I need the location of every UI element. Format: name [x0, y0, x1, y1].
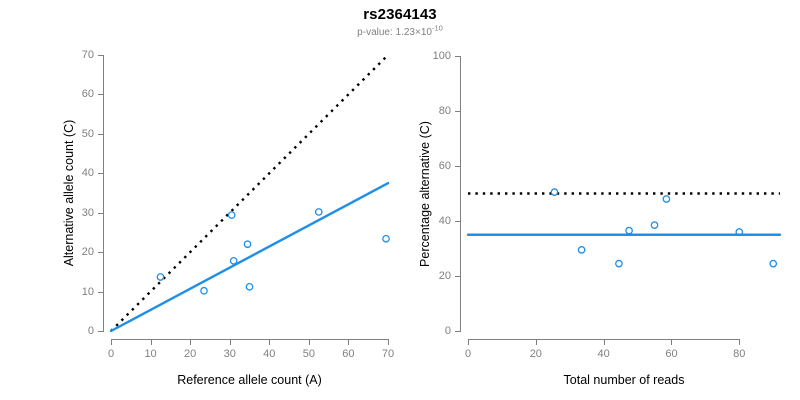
y-axis-tick [455, 276, 461, 277]
panel-left-allele-counts: 0 10 20 30 40 50 60 70 0 10 20 30 40 50 60 70 Reference … [62, 49, 395, 387]
x-axis-tick-label: 0 [464, 348, 472, 360]
y-axis-tick [455, 166, 461, 167]
x-axis-tick [348, 339, 350, 345]
x-axis-tick [269, 339, 271, 345]
x-axis-tick [671, 339, 673, 345]
subtitle-exponent: -10 [431, 23, 443, 33]
y-axis-tick [455, 56, 461, 57]
subtitle-times-symbol: × [415, 27, 421, 38]
x-axis-tick-label: 60 [342, 348, 355, 360]
y-axis-tick [98, 252, 104, 254]
x-axis-tick [150, 339, 152, 345]
x-axis-tick [190, 339, 192, 345]
y-axis-tick-label: 60 [81, 88, 94, 101]
data-point [615, 259, 623, 268]
y-axis-tick [455, 331, 461, 332]
y-axis-tick-label: 0 [444, 325, 451, 337]
y-axis-line [103, 55, 104, 331]
x-axis-tick-label: 20 [529, 348, 542, 360]
y-axis-tick-label: 100 [432, 50, 451, 62]
x-axis-tick [229, 339, 231, 345]
y-axis-tick-label: 40 [438, 215, 451, 227]
x-axis-tick [308, 339, 310, 345]
x-axis-tick [739, 339, 741, 345]
y-axis-tick-label: 30 [81, 206, 94, 219]
page-title: rs2364143 [363, 6, 437, 23]
data-point [550, 188, 559, 196]
x-axis-tick [535, 339, 537, 345]
y-axis-tick [455, 221, 461, 222]
regression-fit-line [109, 181, 390, 333]
x-axis-tick-label: 50 [302, 348, 315, 360]
x-axis-tick-label: 40 [263, 348, 276, 360]
left-plot-canvas [109, 54, 390, 333]
y-axis-tick [98, 173, 104, 175]
y-axis-tick-label: 80 [438, 105, 451, 117]
data-point [156, 273, 165, 281]
y-axis-tick-label: 0 [87, 325, 94, 337]
y-axis-tick-label: 50 [81, 127, 94, 140]
data-point [625, 226, 633, 235]
x-axis-title: Total number of reads [563, 373, 685, 387]
y-axis-tick [455, 111, 461, 112]
data-point [229, 256, 238, 265]
panel-right-percentage: 0 20 40 60 80 0 20 40 60 80 100 Total number of rea… [400, 0, 800, 400]
x-axis-tick [603, 339, 605, 345]
data-point [650, 221, 659, 229]
x-axis-tick-label: 40 [597, 348, 610, 360]
y-axis-title: Alternative allele count (C) [62, 119, 76, 267]
y-axis-tick-label: 60 [438, 160, 451, 172]
y-axis-tick-label: 70 [81, 49, 94, 61]
data-point [382, 234, 390, 243]
data-point [735, 228, 744, 236]
data-point [314, 208, 323, 216]
y-axis-tick [98, 331, 104, 332]
y-axis-tick [98, 94, 104, 96]
x-axis-tick [468, 339, 469, 345]
data-point [769, 259, 778, 268]
right-plot-canvas [466, 188, 782, 268]
x-axis-tick [111, 339, 112, 345]
x-axis-tick-label: 30 [223, 348, 236, 360]
x-axis-tick [388, 339, 389, 345]
y-axis-line [460, 56, 461, 331]
data-point [245, 282, 254, 291]
data-point [243, 240, 252, 249]
x-axis-tick-label: 60 [665, 348, 678, 360]
x-axis-tick-label: 80 [733, 348, 746, 360]
y-axis-tick [98, 212, 104, 214]
x-axis-tick-label: 20 [184, 348, 197, 360]
x-axis-line [111, 339, 388, 340]
title-block: rs2364143 p-value: 1.23×10-10 [0, 6, 800, 40]
y-axis-tick [98, 133, 104, 135]
data-point [227, 211, 236, 219]
x-axis-tick-label: 70 [381, 348, 395, 360]
subtitle-base: 10 [420, 27, 432, 38]
y-axis-title: Percentage alternative (C) [418, 120, 432, 267]
y-axis-tick-label: 20 [81, 246, 94, 259]
x-axis-tick-label: 10 [144, 348, 157, 360]
y-axis-tick-label: 40 [81, 167, 94, 180]
y-axis-tick-label: 20 [438, 270, 451, 282]
data-point [662, 195, 671, 203]
x-axis-tick-label: 0 [107, 348, 115, 360]
y-axis-tick [98, 291, 104, 293]
chart-subtitle: p-value: 1.23×10-10 [0, 23, 800, 40]
y-axis-tick [98, 55, 104, 56]
data-point [200, 286, 208, 295]
reference-diagonal-line [110, 54, 389, 332]
subtitle-pvalue-text: p-value: 1.23 [357, 27, 415, 38]
data-point [577, 246, 586, 254]
y-axis-tick-label: 10 [81, 285, 94, 298]
x-axis-title: Reference allele count (A) [177, 373, 322, 387]
